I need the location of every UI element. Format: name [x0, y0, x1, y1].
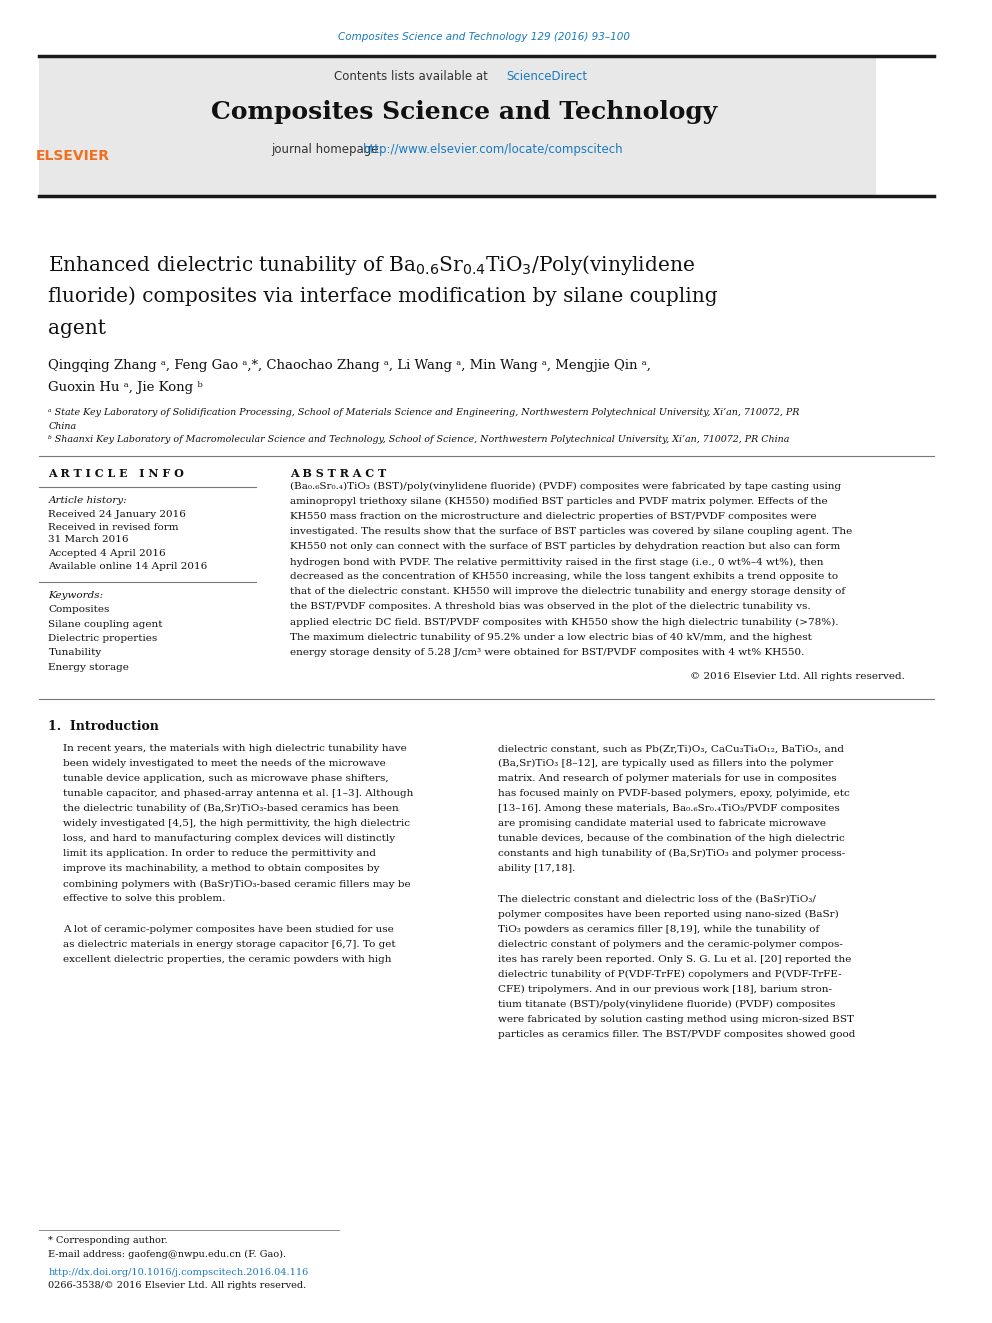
Text: ᵃ State Key Laboratory of Solidification Processing, School of Materials Science: ᵃ State Key Laboratory of Solidification…: [49, 409, 800, 417]
FancyBboxPatch shape: [39, 57, 876, 196]
Text: * Corresponding author.: * Corresponding author.: [49, 1237, 168, 1245]
Text: tunable device application, such as microwave phase shifters,: tunable device application, such as micr…: [62, 774, 389, 783]
Text: 0266-3538/© 2016 Elsevier Ltd. All rights reserved.: 0266-3538/© 2016 Elsevier Ltd. All right…: [49, 1282, 307, 1290]
Text: © 2016 Elsevier Ltd. All rights reserved.: © 2016 Elsevier Ltd. All rights reserved…: [690, 672, 905, 680]
Text: http://dx.doi.org/10.1016/j.compscitech.2016.04.116: http://dx.doi.org/10.1016/j.compscitech.…: [49, 1269, 309, 1277]
Text: Keywords:: Keywords:: [49, 591, 103, 599]
Text: Composites Science and Technology 129 (2016) 93–100: Composites Science and Technology 129 (2…: [338, 32, 630, 42]
Text: ScienceDirect: ScienceDirect: [506, 70, 587, 83]
Text: were fabricated by solution casting method using micron-sized BST: were fabricated by solution casting meth…: [498, 1015, 854, 1024]
Text: 31 March 2016: 31 March 2016: [49, 536, 129, 544]
Text: constants and high tunability of (Ba,Sr)TiO₃ and polymer process-: constants and high tunability of (Ba,Sr)…: [498, 849, 846, 859]
Text: A lot of ceramic-polymer composites have been studied for use: A lot of ceramic-polymer composites have…: [62, 925, 394, 934]
Text: In recent years, the materials with high dielectric tunability have: In recent years, the materials with high…: [62, 745, 407, 753]
Text: dielectric constant of polymers and the ceramic-polymer compos-: dielectric constant of polymers and the …: [498, 939, 843, 949]
Text: are promising candidate material used to fabricate microwave: are promising candidate material used to…: [498, 819, 826, 828]
Text: China: China: [49, 422, 76, 430]
Text: Dielectric properties: Dielectric properties: [49, 634, 158, 643]
Text: widely investigated [4,5], the high permittivity, the high dielectric: widely investigated [4,5], the high perm…: [62, 819, 410, 828]
Text: ELSEVIER: ELSEVIER: [36, 149, 109, 163]
Text: tunable devices, because of the combination of the high dielectric: tunable devices, because of the combinat…: [498, 835, 845, 844]
Text: effective to solve this problem.: effective to solve this problem.: [62, 894, 225, 904]
Text: Energy storage: Energy storage: [49, 663, 129, 672]
Text: excellent dielectric properties, the ceramic powders with high: excellent dielectric properties, the cer…: [62, 954, 392, 963]
Text: Contents lists available at: Contents lists available at: [334, 70, 492, 83]
Text: [13–16]. Among these materials, Ba₀.₆Sr₀.₄TiO₃/PVDF composites: [13–16]. Among these materials, Ba₀.₆Sr₀…: [498, 804, 840, 814]
Text: that of the dielectric constant. KH550 will improve the dielectric tunability an: that of the dielectric constant. KH550 w…: [291, 587, 845, 597]
Text: A B S T R A C T: A B S T R A C T: [291, 468, 387, 479]
Text: Composites: Composites: [49, 606, 110, 614]
Text: The dielectric constant and dielectric loss of the (BaSr)TiO₃/: The dielectric constant and dielectric l…: [498, 894, 816, 904]
Text: combining polymers with (BaSr)TiO₃-based ceramic fillers may be: combining polymers with (BaSr)TiO₃-based…: [62, 880, 411, 889]
Text: Accepted 4 April 2016: Accepted 4 April 2016: [49, 549, 166, 557]
Text: Available online 14 April 2016: Available online 14 April 2016: [49, 562, 207, 570]
Text: has focused mainly on PVDF-based polymers, epoxy, polyimide, etc: has focused mainly on PVDF-based polymer…: [498, 790, 850, 798]
Text: ites has rarely been reported. Only S. G. Lu et al. [20] reported the: ites has rarely been reported. Only S. G…: [498, 954, 852, 963]
Text: dielectric constant, such as Pb(Zr,Ti)O₃, CaCu₃Ti₄O₁₂, BaTiO₃, and: dielectric constant, such as Pb(Zr,Ti)O₃…: [498, 745, 844, 753]
Text: investigated. The results show that the surface of BST particles was covered by : investigated. The results show that the …: [291, 528, 852, 536]
Text: loss, and hard to manufacturing complex devices will distinctly: loss, and hard to manufacturing complex …: [62, 835, 395, 844]
Text: ability [17,18].: ability [17,18].: [498, 864, 575, 873]
Text: particles as ceramics filler. The BST/PVDF composites showed good: particles as ceramics filler. The BST/PV…: [498, 1029, 856, 1039]
Text: KH550 not only can connect with the surface of BST particles by dehydration reac: KH550 not only can connect with the surf…: [291, 542, 840, 552]
Text: as dielectric materials in energy storage capacitor [6,7]. To get: as dielectric materials in energy storag…: [62, 939, 396, 949]
Text: http://www.elsevier.com/locate/compscitech: http://www.elsevier.com/locate/compscite…: [363, 143, 624, 156]
Text: the dielectric tunability of (Ba,Sr)TiO₃-based ceramics has been: the dielectric tunability of (Ba,Sr)TiO₃…: [62, 804, 399, 814]
Text: Article history:: Article history:: [49, 496, 127, 504]
Text: (Ba₀.₆Sr₀.₄)TiO₃ (BST)/poly(vinylidene fluoride) (PVDF) composites were fabricat: (Ba₀.₆Sr₀.₄)TiO₃ (BST)/poly(vinylidene f…: [291, 483, 841, 491]
Text: improve its machinability, a method to obtain composites by: improve its machinability, a method to o…: [62, 864, 379, 873]
Text: decreased as the concentration of KH550 increasing, while the loss tangent exhib: decreased as the concentration of KH550 …: [291, 573, 838, 582]
Text: Received 24 January 2016: Received 24 January 2016: [49, 511, 186, 519]
Text: dielectric tunability of P(VDF-TrFE) copolymers and P(VDF-TrFE-: dielectric tunability of P(VDF-TrFE) cop…: [498, 970, 842, 979]
Text: Silane coupling agent: Silane coupling agent: [49, 619, 163, 628]
Text: polymer composites have been reported using nano-sized (BaSr): polymer composites have been reported us…: [498, 909, 839, 918]
Text: been widely investigated to meet the needs of the microwave: been widely investigated to meet the nee…: [62, 759, 386, 769]
Text: KH550 mass fraction on the microstructure and dielectric properties of BST/PVDF : KH550 mass fraction on the microstructur…: [291, 512, 817, 521]
Text: CFE) tripolymers. And in our previous work [18], barium stron-: CFE) tripolymers. And in our previous wo…: [498, 984, 832, 994]
Text: Composites Science and Technology: Composites Science and Technology: [211, 101, 718, 124]
Text: the BST/PVDF composites. A threshold bias was observed in the plot of the dielec: the BST/PVDF composites. A threshold bia…: [291, 602, 811, 611]
Text: 1.  Introduction: 1. Introduction: [49, 720, 160, 733]
Text: matrix. And research of polymer materials for use in composites: matrix. And research of polymer material…: [498, 774, 837, 783]
Text: TiO₃ powders as ceramics filler [8,19], while the tunability of: TiO₃ powders as ceramics filler [8,19], …: [498, 925, 819, 934]
Text: fluoride) composites via interface modification by silane coupling: fluoride) composites via interface modif…: [49, 287, 718, 306]
Text: A R T I C L E   I N F O: A R T I C L E I N F O: [49, 468, 185, 479]
Text: limit its application. In order to reduce the permittivity and: limit its application. In order to reduc…: [62, 849, 376, 859]
Text: (Ba,Sr)TiO₃ [8–12], are typically used as fillers into the polymer: (Ba,Sr)TiO₃ [8–12], are typically used a…: [498, 759, 833, 769]
Text: applied electric DC field. BST/PVDF composites with KH550 show the high dielectr: applied electric DC field. BST/PVDF comp…: [291, 618, 839, 627]
Text: Received in revised form: Received in revised form: [49, 524, 179, 532]
Text: ᵇ Shaanxi Key Laboratory of Macromolecular Science and Technology, School of Sci: ᵇ Shaanxi Key Laboratory of Macromolecul…: [49, 435, 790, 443]
Text: E-mail address: gaofeng@nwpu.edu.cn (F. Gao).: E-mail address: gaofeng@nwpu.edu.cn (F. …: [49, 1250, 287, 1258]
Text: tium titanate (BST)/poly(vinylidene fluoride) (PVDF) composites: tium titanate (BST)/poly(vinylidene fluo…: [498, 1000, 836, 1008]
Text: Enhanced dielectric tunability of Ba$_{0.6}$Sr$_{0.4}$TiO$_3$/Poly(vinylidene: Enhanced dielectric tunability of Ba$_{0…: [49, 253, 695, 277]
Text: Qingqing Zhang ᵃ, Feng Gao ᵃ,*, Chaochao Zhang ᵃ, Li Wang ᵃ, Min Wang ᵃ, Mengjie: Qingqing Zhang ᵃ, Feng Gao ᵃ,*, Chaochao…: [49, 359, 652, 372]
Text: energy storage density of 5.28 J/cm³ were obtained for BST/PVDF composites with : energy storage density of 5.28 J/cm³ wer…: [291, 647, 805, 656]
Text: hydrogen bond with PVDF. The relative permittivity raised in the first stage (i.: hydrogen bond with PVDF. The relative pe…: [291, 557, 824, 566]
Text: journal homepage:: journal homepage:: [271, 143, 386, 156]
Text: Guoxin Hu ᵃ, Jie Kong ᵇ: Guoxin Hu ᵃ, Jie Kong ᵇ: [49, 381, 203, 394]
Text: The maximum dielectric tunability of 95.2% under a low electric bias of 40 kV/mm: The maximum dielectric tunability of 95.…: [291, 632, 812, 642]
Text: tunable capacitor, and phased-array antenna et al. [1–3]. Although: tunable capacitor, and phased-array ante…: [62, 790, 414, 798]
Text: Tunability: Tunability: [49, 648, 101, 658]
Text: aminopropyl triethoxy silane (KH550) modified BST particles and PVDF matrix poly: aminopropyl triethoxy silane (KH550) mod…: [291, 497, 828, 507]
Text: agent: agent: [49, 319, 106, 337]
